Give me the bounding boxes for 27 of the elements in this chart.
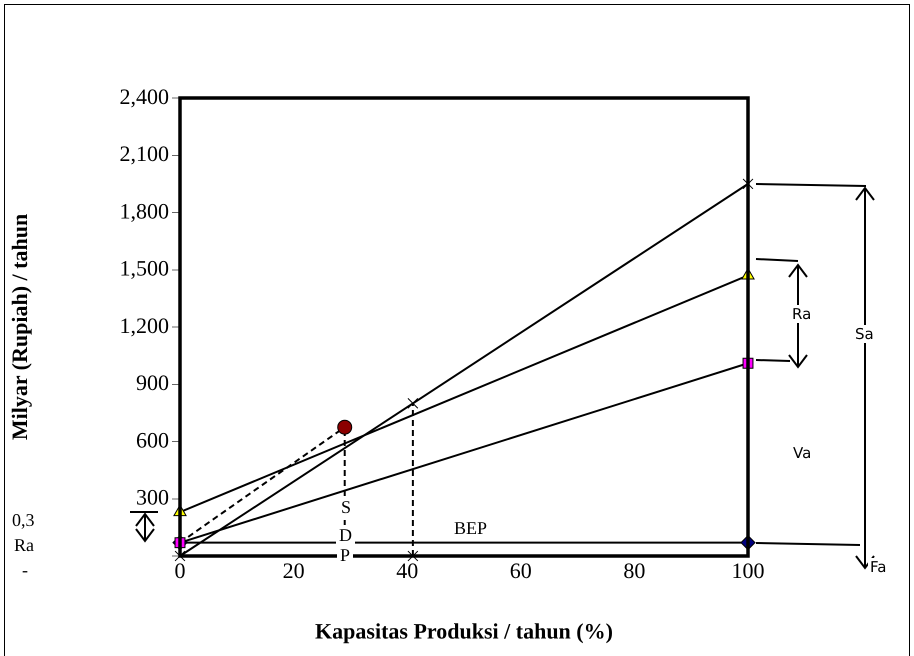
y-tick-label: 2,100 (120, 141, 169, 166)
y-tick-label: 2,400 (120, 84, 169, 109)
text: Ra (14, 535, 34, 555)
x-tick-label: 40 (396, 558, 418, 583)
y-axis-title: Milyar (Rupiah) / tahun (6, 214, 32, 440)
y-tick-label: 1,800 (120, 198, 169, 224)
y-tick-label: 300 (136, 484, 169, 510)
annotation: S (338, 497, 354, 517)
annotation: BEP (454, 518, 488, 538)
x-tick-label: 0 (174, 558, 186, 583)
x-tick-label: 60 (510, 558, 532, 583)
text: - (22, 560, 28, 580)
text: 0,3 (12, 510, 34, 530)
x-tick-label: 20 (282, 558, 305, 583)
y-tick-label: 900 (136, 370, 169, 396)
x-axis-title: Kapasitas Produksi / tahun (%) (315, 618, 613, 644)
x-tick-label: 100 (732, 558, 764, 583)
text: Va (791, 444, 814, 462)
text: Ra (790, 305, 814, 323)
text: Sa (853, 325, 876, 343)
y-tick-label: 1,500 (120, 256, 169, 281)
y-tick-label: 600 (136, 427, 169, 452)
x-tick-label: 80 (623, 558, 646, 583)
annotation: D (336, 525, 355, 545)
text: Fa (868, 558, 888, 576)
annotation: P (337, 545, 354, 565)
y-tick-label: 1,200 (120, 312, 169, 338)
